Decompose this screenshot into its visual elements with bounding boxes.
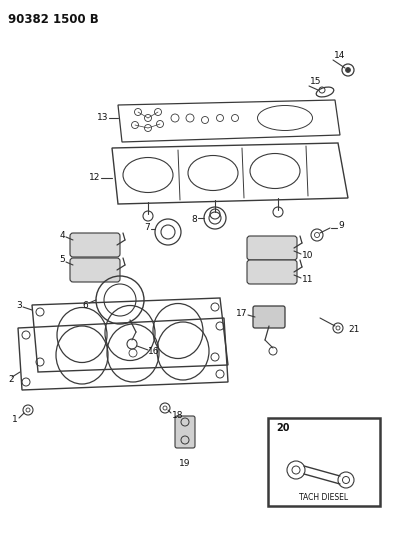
Bar — [268, 418, 380, 506]
Text: 18: 18 — [172, 410, 183, 419]
Text: 11: 11 — [302, 276, 314, 285]
Text: 4: 4 — [59, 230, 65, 239]
Text: 14: 14 — [334, 51, 345, 60]
Text: 90382 1500 B: 90382 1500 B — [8, 13, 99, 26]
Text: 20: 20 — [276, 423, 289, 433]
Text: 12: 12 — [89, 174, 100, 182]
Text: 1: 1 — [12, 416, 18, 424]
Text: 21: 21 — [348, 326, 360, 335]
FancyBboxPatch shape — [70, 233, 120, 257]
FancyBboxPatch shape — [247, 260, 297, 284]
FancyBboxPatch shape — [247, 236, 297, 260]
Text: 7: 7 — [144, 222, 150, 231]
Text: 5: 5 — [59, 255, 65, 264]
Text: 9: 9 — [338, 222, 344, 230]
FancyBboxPatch shape — [253, 306, 285, 328]
Text: TACH DIESEL: TACH DIESEL — [299, 494, 348, 503]
Text: 10: 10 — [302, 252, 314, 261]
Text: 6: 6 — [82, 301, 88, 310]
Text: 19: 19 — [179, 458, 191, 467]
Text: 3: 3 — [16, 301, 22, 310]
Text: 13: 13 — [97, 114, 108, 123]
FancyBboxPatch shape — [70, 258, 120, 282]
Text: 17: 17 — [236, 309, 247, 318]
FancyBboxPatch shape — [175, 416, 195, 448]
Text: 2: 2 — [8, 376, 13, 384]
Text: 8: 8 — [191, 215, 197, 224]
Circle shape — [345, 68, 350, 72]
Text: 16: 16 — [148, 348, 160, 357]
Text: 15: 15 — [310, 77, 322, 86]
